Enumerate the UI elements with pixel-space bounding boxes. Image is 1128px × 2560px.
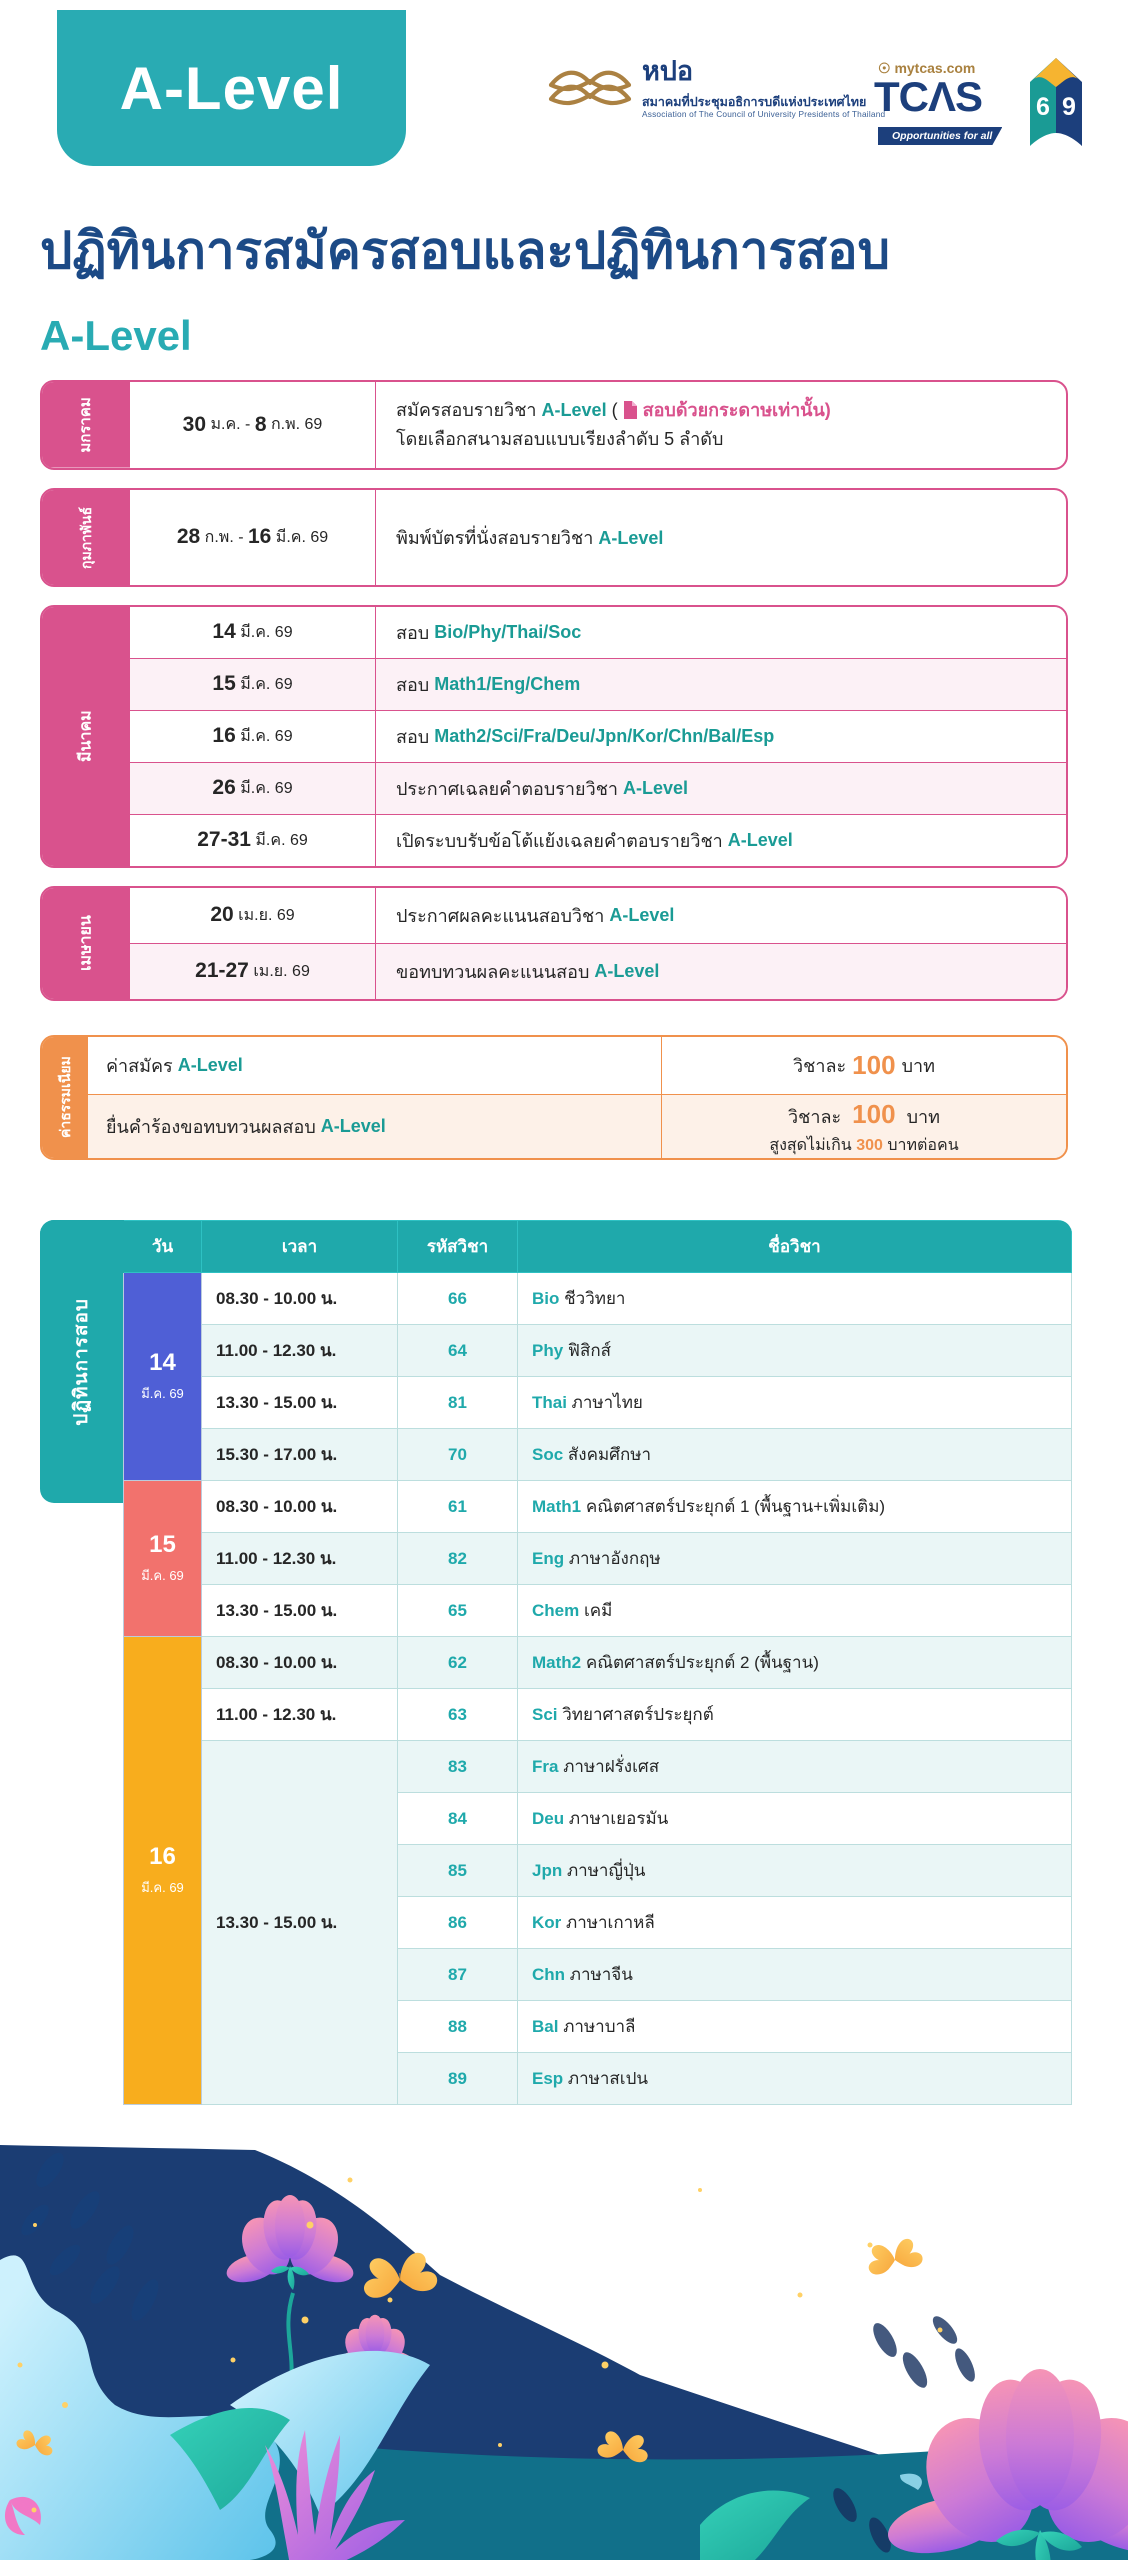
svg-text:6: 6 [1036, 93, 1050, 121]
svg-text:9: 9 [1062, 93, 1076, 121]
